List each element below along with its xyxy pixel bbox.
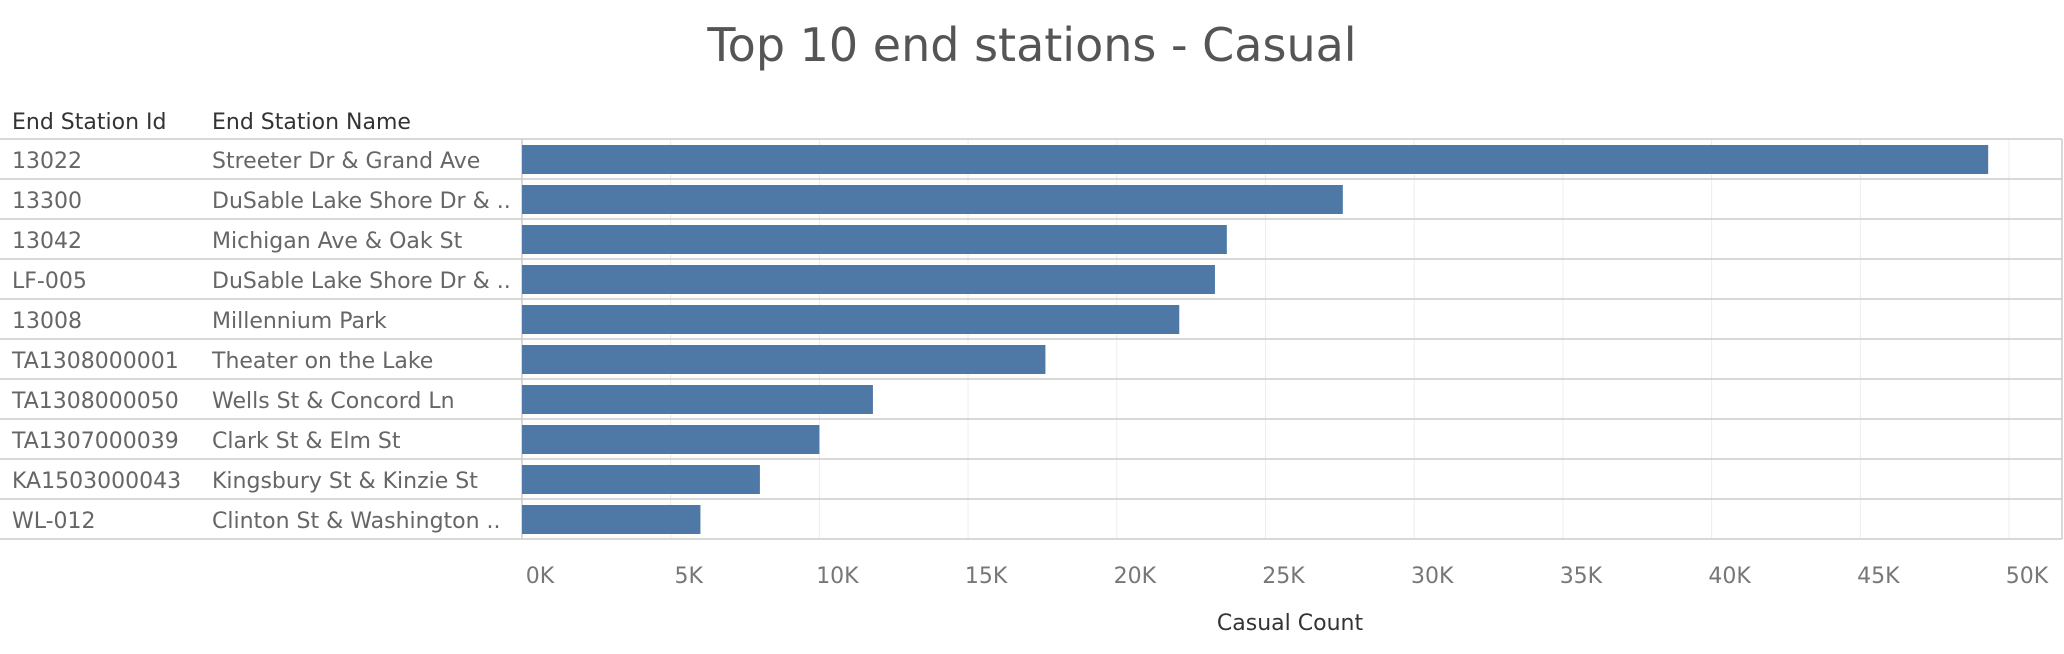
station-name-cell: DuSable Lake Shore Dr & ..	[212, 269, 511, 294]
station-id-cell: TA1308000050	[11, 389, 179, 414]
x-tick-label: 15K	[965, 564, 1008, 589]
x-axis-label: Casual Count	[1217, 611, 1364, 636]
bar	[522, 345, 1046, 374]
station-id-cell: TA1307000039	[11, 429, 179, 454]
station-id-cell: 13042	[12, 229, 82, 254]
x-tick-label: 30K	[1411, 564, 1454, 589]
x-tick-label: 35K	[1560, 564, 1603, 589]
column-header-station-name: End Station Name	[212, 110, 411, 135]
station-name-cell: Clinton St & Washington ..	[212, 509, 501, 534]
station-name-cell: Millennium Park	[212, 309, 387, 334]
x-tick-label: 50K	[2006, 564, 2049, 589]
station-id-cell: TA1308000001	[11, 349, 179, 374]
station-id-cell: WL-012	[12, 509, 96, 534]
x-tick-label: 25K	[1262, 564, 1305, 589]
bar	[522, 505, 701, 534]
column-header-station-id: End Station Id	[12, 110, 166, 135]
x-tick-label: 10K	[816, 564, 859, 589]
chart-title: Top 10 end stations - Casual	[707, 18, 1357, 72]
bar	[522, 305, 1180, 334]
station-id-cell: 13022	[12, 149, 82, 174]
x-tick-label: 40K	[1708, 564, 1751, 589]
bar	[522, 425, 820, 454]
x-tick-label: 20K	[1114, 564, 1157, 589]
station-id-cell: 13300	[12, 189, 82, 214]
x-tick-label: 45K	[1857, 564, 1900, 589]
station-name-cell: Clark St & Elm St	[212, 429, 401, 454]
bar	[522, 385, 873, 414]
bar	[522, 225, 1227, 254]
bar	[522, 465, 760, 494]
station-name-cell: Michigan Ave & Oak St	[212, 229, 463, 254]
station-id-cell: KA1503000043	[12, 469, 181, 494]
bar	[522, 265, 1215, 294]
bar	[522, 185, 1343, 214]
station-name-cell: Kingsbury St & Kinzie St	[212, 469, 478, 494]
station-id-cell: 13008	[12, 309, 82, 334]
bar	[522, 145, 1989, 174]
station-name-cell: Theater on the Lake	[211, 349, 433, 374]
station-name-cell: Wells St & Concord Ln	[212, 389, 455, 414]
station-name-cell: DuSable Lake Shore Dr & ..	[212, 189, 511, 214]
x-tick-label: 5K	[674, 564, 703, 589]
station-id-cell: LF-005	[12, 269, 87, 294]
station-name-cell: Streeter Dr & Grand Ave	[212, 149, 480, 174]
x-tick-label: 0K	[526, 564, 555, 589]
